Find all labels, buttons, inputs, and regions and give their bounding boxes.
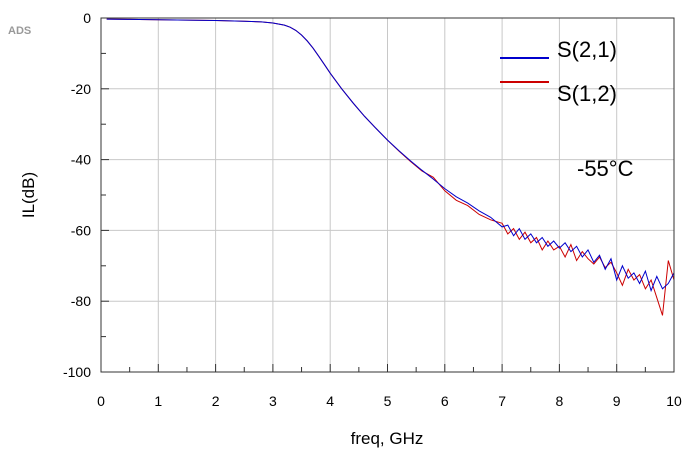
x-tick-label: 6 (441, 393, 449, 409)
y-axis-title: IL(dB) (19, 172, 38, 218)
x-tick-label: 0 (97, 393, 105, 409)
grid (100, 17, 675, 373)
y-axis-tick-labels: 0 -20 -40 -60 -80 -100 (63, 10, 91, 380)
temperature-annotation: -55°C (577, 156, 634, 181)
legend-label: S(2,1) (557, 37, 617, 62)
x-tick-label: 4 (326, 393, 334, 409)
x-tick-label: 5 (384, 393, 392, 409)
legend: S(2,1) S(1,2) (500, 37, 617, 106)
ads-watermark: ADS (8, 25, 31, 37)
axis-ticks (100, 17, 675, 373)
series-lines (106, 18, 675, 316)
x-tick-label: 10 (666, 393, 682, 409)
x-tick-label: 2 (212, 393, 220, 409)
series-line-S21 (106, 18, 675, 293)
y-tick-label: -80 (71, 293, 91, 309)
x-tick-label: 7 (498, 393, 506, 409)
legend-label: S(1,2) (557, 81, 617, 106)
y-tick-label: -60 (71, 222, 91, 238)
x-axis-tick-labels: 0 1 2 3 4 5 6 7 8 9 10 (97, 393, 682, 409)
x-tick-label: 1 (154, 393, 162, 409)
x-tick-label: 3 (269, 393, 277, 409)
y-tick-label: -100 (63, 364, 91, 380)
y-tick-label: -40 (71, 152, 91, 168)
y-tick-label: -20 (71, 81, 91, 97)
x-tick-label: 8 (556, 393, 564, 409)
y-tick-label: 0 (83, 10, 91, 26)
x-tick-label: 9 (613, 393, 621, 409)
x-axis-title: freq, GHz (351, 429, 424, 448)
